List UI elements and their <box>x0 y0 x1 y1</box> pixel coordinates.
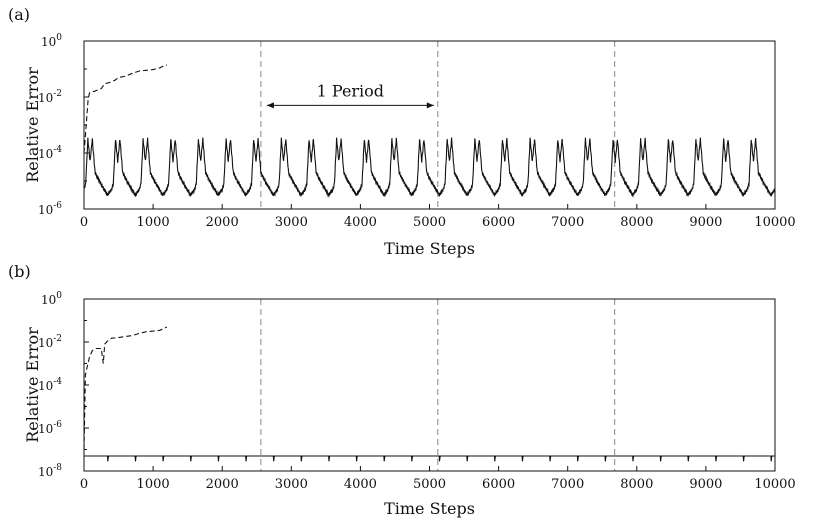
period-arrow-head-right <box>426 102 434 109</box>
y-tick-label: 10-4 <box>38 377 62 393</box>
y-tick-label: 100 <box>41 291 62 307</box>
x-tick-label: 4000 <box>344 215 377 230</box>
panel-b: (b) 0 1000 2000 3000 4000 5000 6000 7000 8000 9000… <box>8 262 796 518</box>
y-axis-label: Relative Error <box>23 67 42 183</box>
y-axis-label: Relative Error <box>23 327 42 443</box>
x-tick-label: 8000 <box>620 477 653 492</box>
x-tick-label: 6000 <box>482 215 515 230</box>
plot-frame <box>83 298 776 472</box>
x-tick-label: 1000 <box>137 215 170 230</box>
x-tick-label: 6000 <box>482 477 515 492</box>
x-tick-label: 10000 <box>754 215 795 230</box>
x-tick-label: 2000 <box>206 215 239 230</box>
x-tick-label: 7000 <box>551 477 584 492</box>
x-tick-label: 8000 <box>620 215 653 230</box>
x-tick-label: 2000 <box>206 477 239 492</box>
panel-label: (b) <box>8 262 31 281</box>
series-solid-line <box>83 137 776 199</box>
y-tick-label: 10-2 <box>38 89 62 105</box>
x-tick-label: 9000 <box>689 215 722 230</box>
plot-frame <box>83 40 776 210</box>
x-tick-label: 5000 <box>413 477 446 492</box>
y-tick-label: 10-6 <box>38 420 62 436</box>
y-tick-label: 100 <box>41 33 62 49</box>
y-tick-label: 10-8 <box>38 463 62 479</box>
x-tick-label: 3000 <box>275 215 308 230</box>
x-tick-label: 3000 <box>275 477 308 492</box>
x-tick-label: 10000 <box>754 477 795 492</box>
x-tick-label: 1000 <box>137 477 170 492</box>
y-tick-label: 10-4 <box>38 145 62 161</box>
period-arrow-head-left <box>266 102 274 109</box>
panel-label: (a) <box>8 5 30 24</box>
series-dashed-line <box>83 64 168 154</box>
panel-a: (a) 1 Period 0 1000 2000 3000 4000 5000 6000 7000… <box>8 5 796 258</box>
x-axis-label: Time Steps <box>384 499 475 518</box>
x-tick-label: 0 <box>80 477 88 492</box>
y-tick-label: 10-2 <box>38 334 62 350</box>
x-tick-label: 0 <box>80 215 88 230</box>
y-tick-label: 10-6 <box>38 201 62 217</box>
x-tick-label: 9000 <box>689 477 722 492</box>
series-solid-line <box>84 455 775 462</box>
x-axis-label: Time Steps <box>384 239 475 258</box>
x-tick-label: 7000 <box>551 215 584 230</box>
x-tick-label: 5000 <box>413 215 446 230</box>
annotation-label: 1 Period <box>317 81 384 100</box>
x-tick-label: 4000 <box>344 477 377 492</box>
series-dashed-line <box>83 326 168 450</box>
